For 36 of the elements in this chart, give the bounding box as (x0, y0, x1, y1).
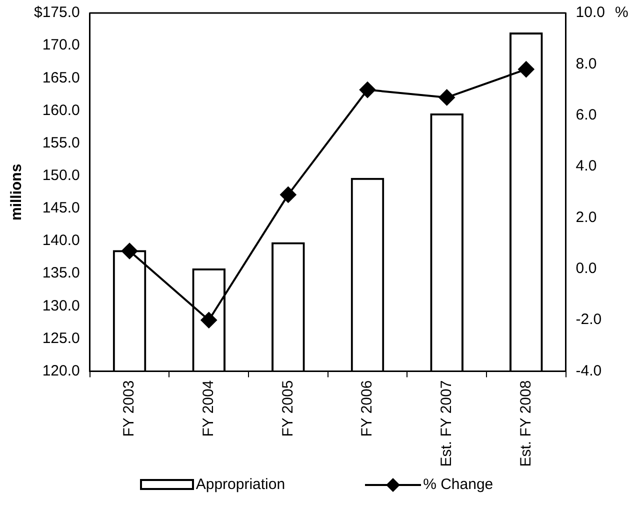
y-tick-label: 120.0 (42, 362, 80, 380)
x-tick-label: Est. FY 2007 (438, 380, 455, 467)
y-tick-label: 170.0 (42, 36, 80, 54)
point (122, 243, 138, 260)
y2-tick-label: 4.0 (576, 158, 597, 175)
x-tick-label: FY 2004 (200, 380, 217, 437)
y-tick-label: 125.0 (42, 330, 80, 347)
y2-tick-label: 10.0 (576, 4, 606, 22)
y-tick-label: 140.0 (42, 232, 80, 250)
y-tick-label: $175.0 (34, 4, 80, 22)
y-tick-label: 145.0 (42, 200, 80, 217)
y2-axis-title: % (615, 4, 628, 22)
y-tick-label: 150.0 (42, 167, 80, 184)
legend-label: % Change (423, 476, 494, 493)
point (518, 61, 534, 78)
y2-tick-label: 2.0 (576, 208, 597, 226)
y2-tick-label: -4.0 (576, 362, 602, 380)
y-tick-label: 135.0 (42, 264, 80, 282)
legend-label: Appropriation (196, 476, 286, 493)
y-tick-label: 155.0 (42, 134, 80, 152)
y2-tick-label: 8.0 (576, 55, 597, 72)
y2-tick-label: 6.0 (576, 106, 597, 124)
x-tick-label: FY 2006 (358, 380, 376, 437)
point (438, 89, 455, 106)
point (360, 82, 376, 98)
y2-tick-label: -2.0 (576, 311, 602, 328)
point (280, 186, 296, 203)
y-axis-title: millions (8, 164, 26, 220)
y-tick-label: 130.0 (42, 297, 80, 314)
y-tick-label: 160.0 (42, 102, 80, 119)
point (200, 312, 217, 328)
x-tick-label: Est. FY 2008 (517, 380, 534, 467)
x-tick-label: FY 2005 (279, 380, 296, 437)
y-tick-label: 165.0 (42, 69, 80, 86)
x-tick-label: FY 2003 (120, 380, 138, 437)
y2-tick-label: 0.0 (576, 260, 597, 278)
